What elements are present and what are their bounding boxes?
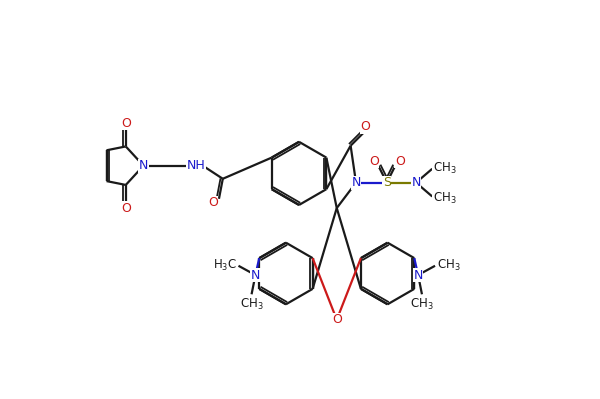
Text: O: O bbox=[122, 117, 131, 130]
Text: CH$_3$: CH$_3$ bbox=[433, 160, 457, 176]
Text: H$_3$C: H$_3$C bbox=[212, 258, 236, 273]
Text: NH: NH bbox=[187, 159, 205, 172]
Text: O: O bbox=[361, 120, 370, 133]
Text: N: N bbox=[413, 269, 423, 282]
Text: N: N bbox=[251, 269, 260, 282]
Text: N: N bbox=[352, 176, 361, 189]
Text: N: N bbox=[412, 176, 421, 189]
Text: N: N bbox=[139, 159, 148, 172]
Text: O: O bbox=[395, 154, 405, 168]
Text: CH$_3$: CH$_3$ bbox=[410, 297, 434, 312]
Text: CH$_3$: CH$_3$ bbox=[240, 297, 263, 312]
Text: S: S bbox=[383, 176, 391, 189]
Text: CH$_3$: CH$_3$ bbox=[437, 258, 461, 273]
Text: O: O bbox=[122, 201, 131, 215]
Text: CH$_3$: CH$_3$ bbox=[433, 190, 457, 205]
Text: O: O bbox=[332, 313, 341, 326]
Text: O: O bbox=[369, 154, 379, 168]
Text: O: O bbox=[208, 196, 218, 209]
